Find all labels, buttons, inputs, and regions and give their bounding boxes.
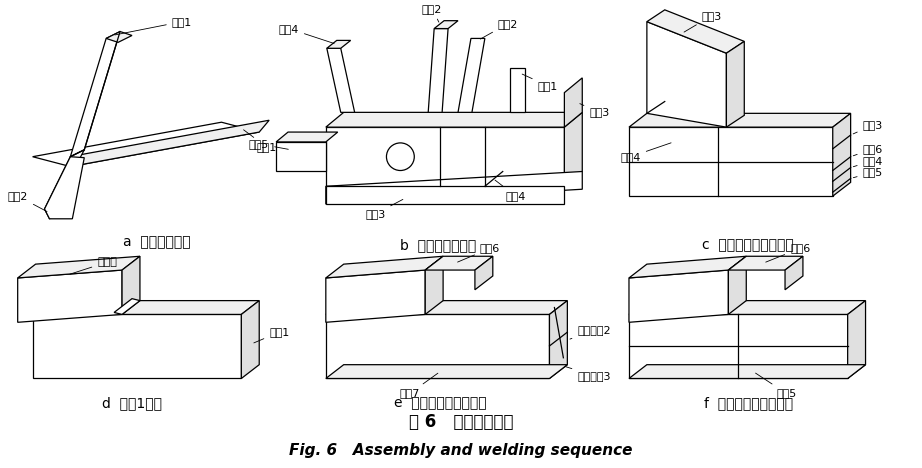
Text: 隔板6: 隔板6 [853,144,883,156]
Polygon shape [44,157,84,219]
Text: 隔板2: 隔板2 [422,4,443,22]
Polygon shape [32,122,259,167]
Polygon shape [510,68,525,112]
Text: 翼板6: 翼板6 [457,243,500,262]
Polygon shape [276,142,325,171]
Polygon shape [326,40,350,48]
Polygon shape [325,314,550,379]
Text: 隔板5: 隔板5 [854,168,883,178]
Polygon shape [629,270,728,322]
Text: 单元1: 单元1 [254,327,290,343]
Polygon shape [325,171,583,204]
Polygon shape [325,365,567,379]
Polygon shape [70,31,120,157]
Polygon shape [122,256,140,314]
Polygon shape [32,300,259,314]
Polygon shape [728,256,803,270]
Text: 腹板6: 腹板6 [766,243,810,262]
Polygon shape [325,186,564,204]
Polygon shape [18,270,122,322]
Text: 隔板4: 隔板4 [495,180,526,201]
Text: 腹板4: 腹板4 [621,143,671,162]
Polygon shape [647,10,744,53]
Polygon shape [242,300,259,379]
Polygon shape [326,48,355,112]
Polygon shape [44,150,84,209]
Polygon shape [458,38,485,112]
Polygon shape [847,300,866,379]
Text: 图 6   装配焊接顺序: 图 6 装配焊接顺序 [408,413,514,431]
Text: 翼板4: 翼板4 [278,23,334,44]
Polygon shape [564,78,583,127]
Text: 腹板1: 腹板1 [115,17,192,35]
Text: 腹板2: 腹板2 [7,191,47,212]
Text: 翼板2: 翼板2 [480,19,518,39]
Text: 翼板7: 翼板7 [400,373,438,398]
Polygon shape [32,314,242,379]
Text: 十字腹板2: 十字腹板2 [570,325,611,339]
Polygon shape [325,112,583,127]
Polygon shape [647,22,727,127]
Polygon shape [325,300,567,314]
Text: b  翼板、隔板装配: b 翼板、隔板装配 [400,239,477,253]
Polygon shape [629,314,847,379]
Polygon shape [114,299,140,314]
Text: 翼板3: 翼板3 [365,199,403,219]
Text: f  上段柱整体装配完成: f 上段柱整体装配完成 [703,396,793,410]
Polygon shape [629,365,866,379]
Polygon shape [428,29,448,112]
Polygon shape [434,21,458,29]
Polygon shape [425,256,492,270]
Text: c  下段箱形柱装配完成: c 下段箱形柱装配完成 [703,239,794,253]
Text: d  单元1装配: d 单元1装配 [102,396,162,410]
Polygon shape [833,113,851,196]
Polygon shape [727,41,744,127]
Text: Fig. 6   Assembly and welding sequence: Fig. 6 Assembly and welding sequence [290,443,632,458]
Polygon shape [629,256,746,278]
Text: e  翼板、十字腹板装配: e 翼板、十字腹板装配 [394,396,487,410]
Text: 隔板3: 隔板3 [580,103,609,117]
Text: a  翼板腹板装配: a 翼板腹板装配 [123,235,191,249]
Text: 腹板3: 腹板3 [684,11,722,32]
Polygon shape [106,31,132,43]
Polygon shape [785,256,803,290]
Polygon shape [629,127,833,196]
Polygon shape [475,256,492,290]
Text: 翼板1: 翼板1 [243,130,277,152]
Polygon shape [44,201,63,219]
Polygon shape [425,256,443,314]
Polygon shape [550,300,567,379]
Polygon shape [276,132,337,142]
Text: 隔板1: 隔板1 [522,74,558,91]
Polygon shape [325,256,443,278]
Circle shape [386,143,414,170]
Polygon shape [325,127,564,186]
Polygon shape [728,256,746,314]
Polygon shape [564,112,583,186]
Text: 隔板3: 隔板3 [853,120,883,134]
Polygon shape [18,256,140,278]
Polygon shape [629,113,851,127]
Text: 隔板4: 隔板4 [853,156,883,167]
Polygon shape [325,270,425,322]
Text: 翼板5: 翼板5 [249,139,289,149]
Text: 下段柱: 下段柱 [70,257,117,274]
Text: 十字腹板3: 十字腹板3 [565,366,610,380]
Polygon shape [70,120,269,167]
Text: 腹板5: 腹板5 [755,373,797,398]
Polygon shape [629,300,866,314]
